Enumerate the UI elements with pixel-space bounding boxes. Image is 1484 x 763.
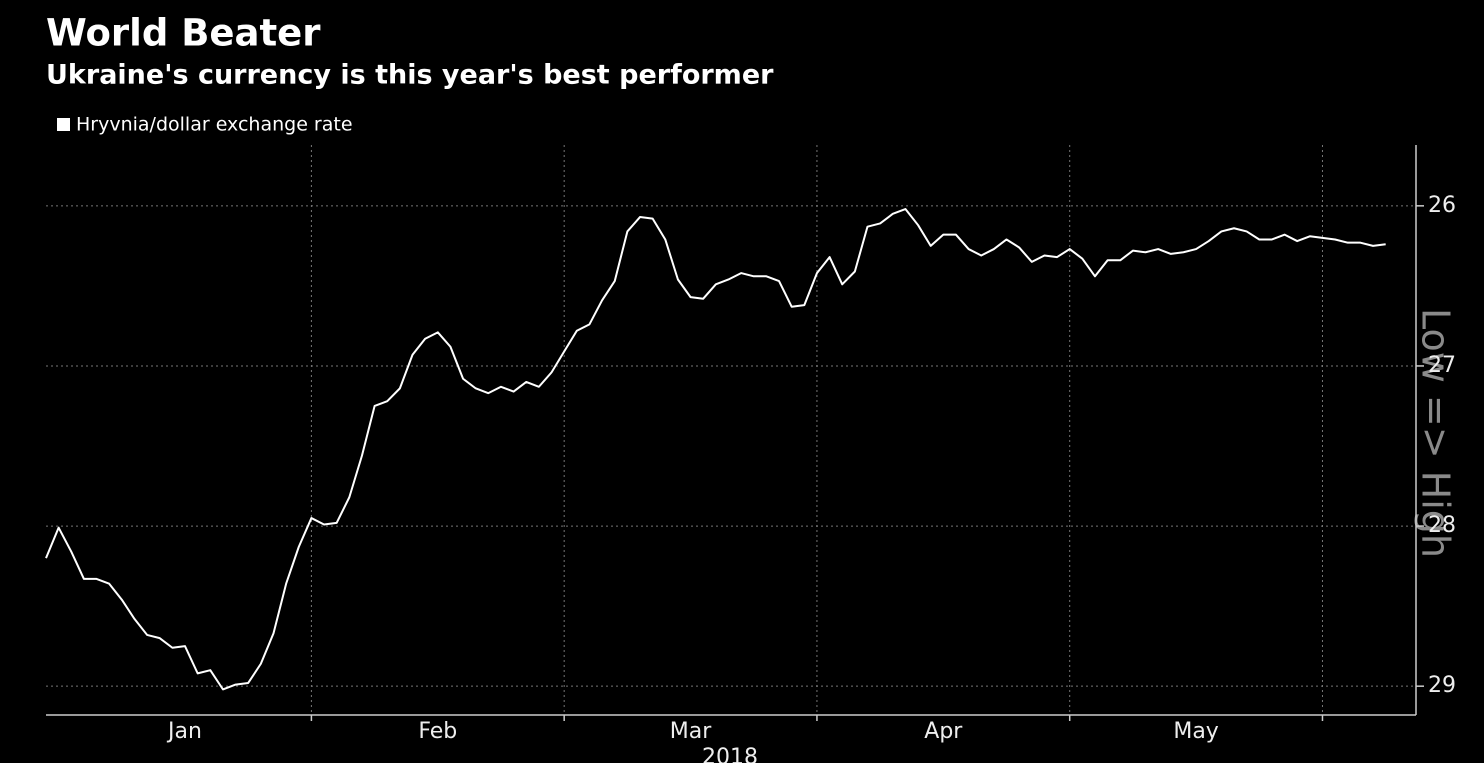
x-tick-label: Jan: [166, 719, 202, 744]
chart-subtitle: Ukraine's currency is this year's best p…: [46, 60, 774, 91]
x-tick-label: Mar: [670, 719, 712, 744]
x-axis-label: 2018: [702, 745, 758, 763]
y-tick-label: 29: [1428, 673, 1456, 698]
line: [45, 208, 1386, 691]
y-axis-label: Low => High: [1414, 308, 1458, 558]
y-tick-label: 28: [1428, 513, 1456, 538]
legend-swatch: [57, 118, 70, 131]
x-tick-label: Apr: [924, 719, 963, 744]
legend-label: Hryvnia/dollar exchange rate: [76, 114, 353, 136]
y-tick-label: 26: [1428, 193, 1456, 218]
y-tick-label: 27: [1428, 353, 1456, 378]
chart-title: World Beater: [46, 12, 321, 55]
x-tick-label: Feb: [418, 719, 457, 744]
x-tick-label: May: [1173, 719, 1218, 744]
